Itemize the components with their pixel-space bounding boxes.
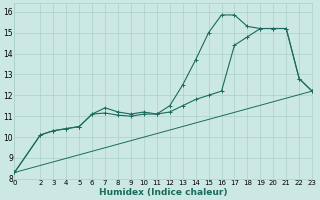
X-axis label: Humidex (Indice chaleur): Humidex (Indice chaleur)	[99, 188, 228, 197]
